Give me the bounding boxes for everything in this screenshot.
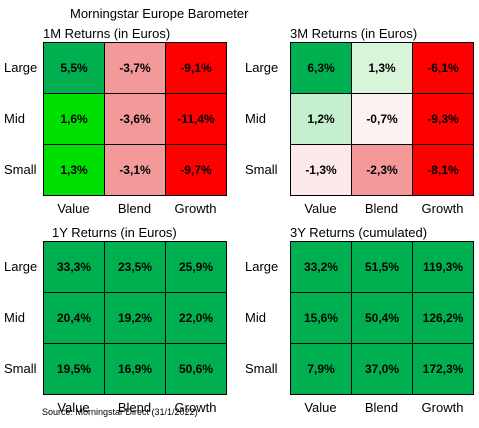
row-label: Large — [4, 59, 38, 75]
heatmap-cell: 1,2% — [290, 93, 352, 145]
heatmap-cell: 15,6% — [290, 292, 352, 344]
heatmap-cell: -6,1% — [412, 42, 474, 94]
column-label: Blend — [117, 400, 152, 415]
panel-title: 1Y Returns (in Euros) — [52, 225, 177, 240]
heatmap-cell: 25,9% — [165, 241, 227, 293]
main-title: Morningstar Europe Barometer — [70, 6, 249, 21]
column-label: Blend — [364, 201, 399, 216]
heatmap-cell: -1,3% — [290, 144, 352, 196]
heatmap-cell: 37,0% — [351, 343, 413, 395]
heatmap-cell: 172,3% — [412, 343, 474, 395]
column-label: Growth — [421, 201, 464, 216]
column-label: Value — [57, 201, 90, 216]
heatmap-cell: -9,3% — [412, 93, 474, 145]
heatmap-cell: 16,9% — [104, 343, 166, 395]
column-label: Growth — [421, 400, 464, 415]
row-label: Mid — [245, 309, 266, 325]
heatmap-cell: -0,7% — [351, 93, 413, 145]
source-note: Source: Morningstar Direct (31/1/2022) — [42, 407, 198, 417]
row-label: Large — [245, 258, 279, 274]
heatmap-cell: 19,5% — [43, 343, 105, 395]
heatmap-cell: 33,3% — [43, 241, 105, 293]
column-label: Blend — [117, 201, 152, 216]
heatmap-cell: -3,7% — [104, 42, 166, 94]
column-label: Growth — [174, 201, 217, 216]
row-label: Small — [4, 161, 37, 177]
heatmap-cell: 1,3% — [43, 144, 105, 196]
heatmap-cell: -9,1% — [165, 42, 227, 94]
column-label: Value — [57, 400, 90, 415]
heatmap-cell: 50,6% — [165, 343, 227, 395]
column-label: Blend — [364, 400, 399, 415]
heatmap-cell: 1,3% — [351, 42, 413, 94]
heatmap-cell: 51,5% — [351, 241, 413, 293]
heatmap-cell: 119,3% — [412, 241, 474, 293]
row-label: Large — [245, 59, 279, 75]
heatmap-cell: 23,5% — [104, 241, 166, 293]
heatmap-cell: -11,4% — [165, 93, 227, 145]
column-label: Growth — [174, 400, 217, 415]
heatmap-cell: 126,2% — [412, 292, 474, 344]
row-label: Small — [245, 360, 278, 376]
row-label: Mid — [4, 110, 25, 126]
row-label: Mid — [4, 309, 25, 325]
row-label: Large — [4, 258, 38, 274]
heatmap-cell: 5,5% — [43, 42, 105, 94]
panel-title: 3M Returns (in Euros) — [290, 26, 418, 41]
heatmap-cell: -3,6% — [104, 93, 166, 145]
heatmap-cell: 20,4% — [43, 292, 105, 344]
heatmap-cell: -2,3% — [351, 144, 413, 196]
heatmap-cell: 33,2% — [290, 241, 352, 293]
column-label: Value — [304, 400, 337, 415]
row-label: Small — [245, 161, 278, 177]
heatmap-cell: -8,1% — [412, 144, 474, 196]
heatmap-cell: 19,2% — [104, 292, 166, 344]
row-label: Small — [4, 360, 37, 376]
heatmap-cell: 1,6% — [43, 93, 105, 145]
row-label: Mid — [245, 110, 266, 126]
heatmap-cell: -3,1% — [104, 144, 166, 196]
heatmap-cell: 7,9% — [290, 343, 352, 395]
heatmap-cell: 50,4% — [351, 292, 413, 344]
heatmap-cell: 6,3% — [290, 42, 352, 94]
panel-title: 1M Returns (in Euros) — [43, 26, 171, 41]
heatmap-cell: -9,7% — [165, 144, 227, 196]
heatmap-cell: 22,0% — [165, 292, 227, 344]
panel-title: 3Y Returns (cumulated) — [290, 225, 428, 240]
column-label: Value — [304, 201, 337, 216]
